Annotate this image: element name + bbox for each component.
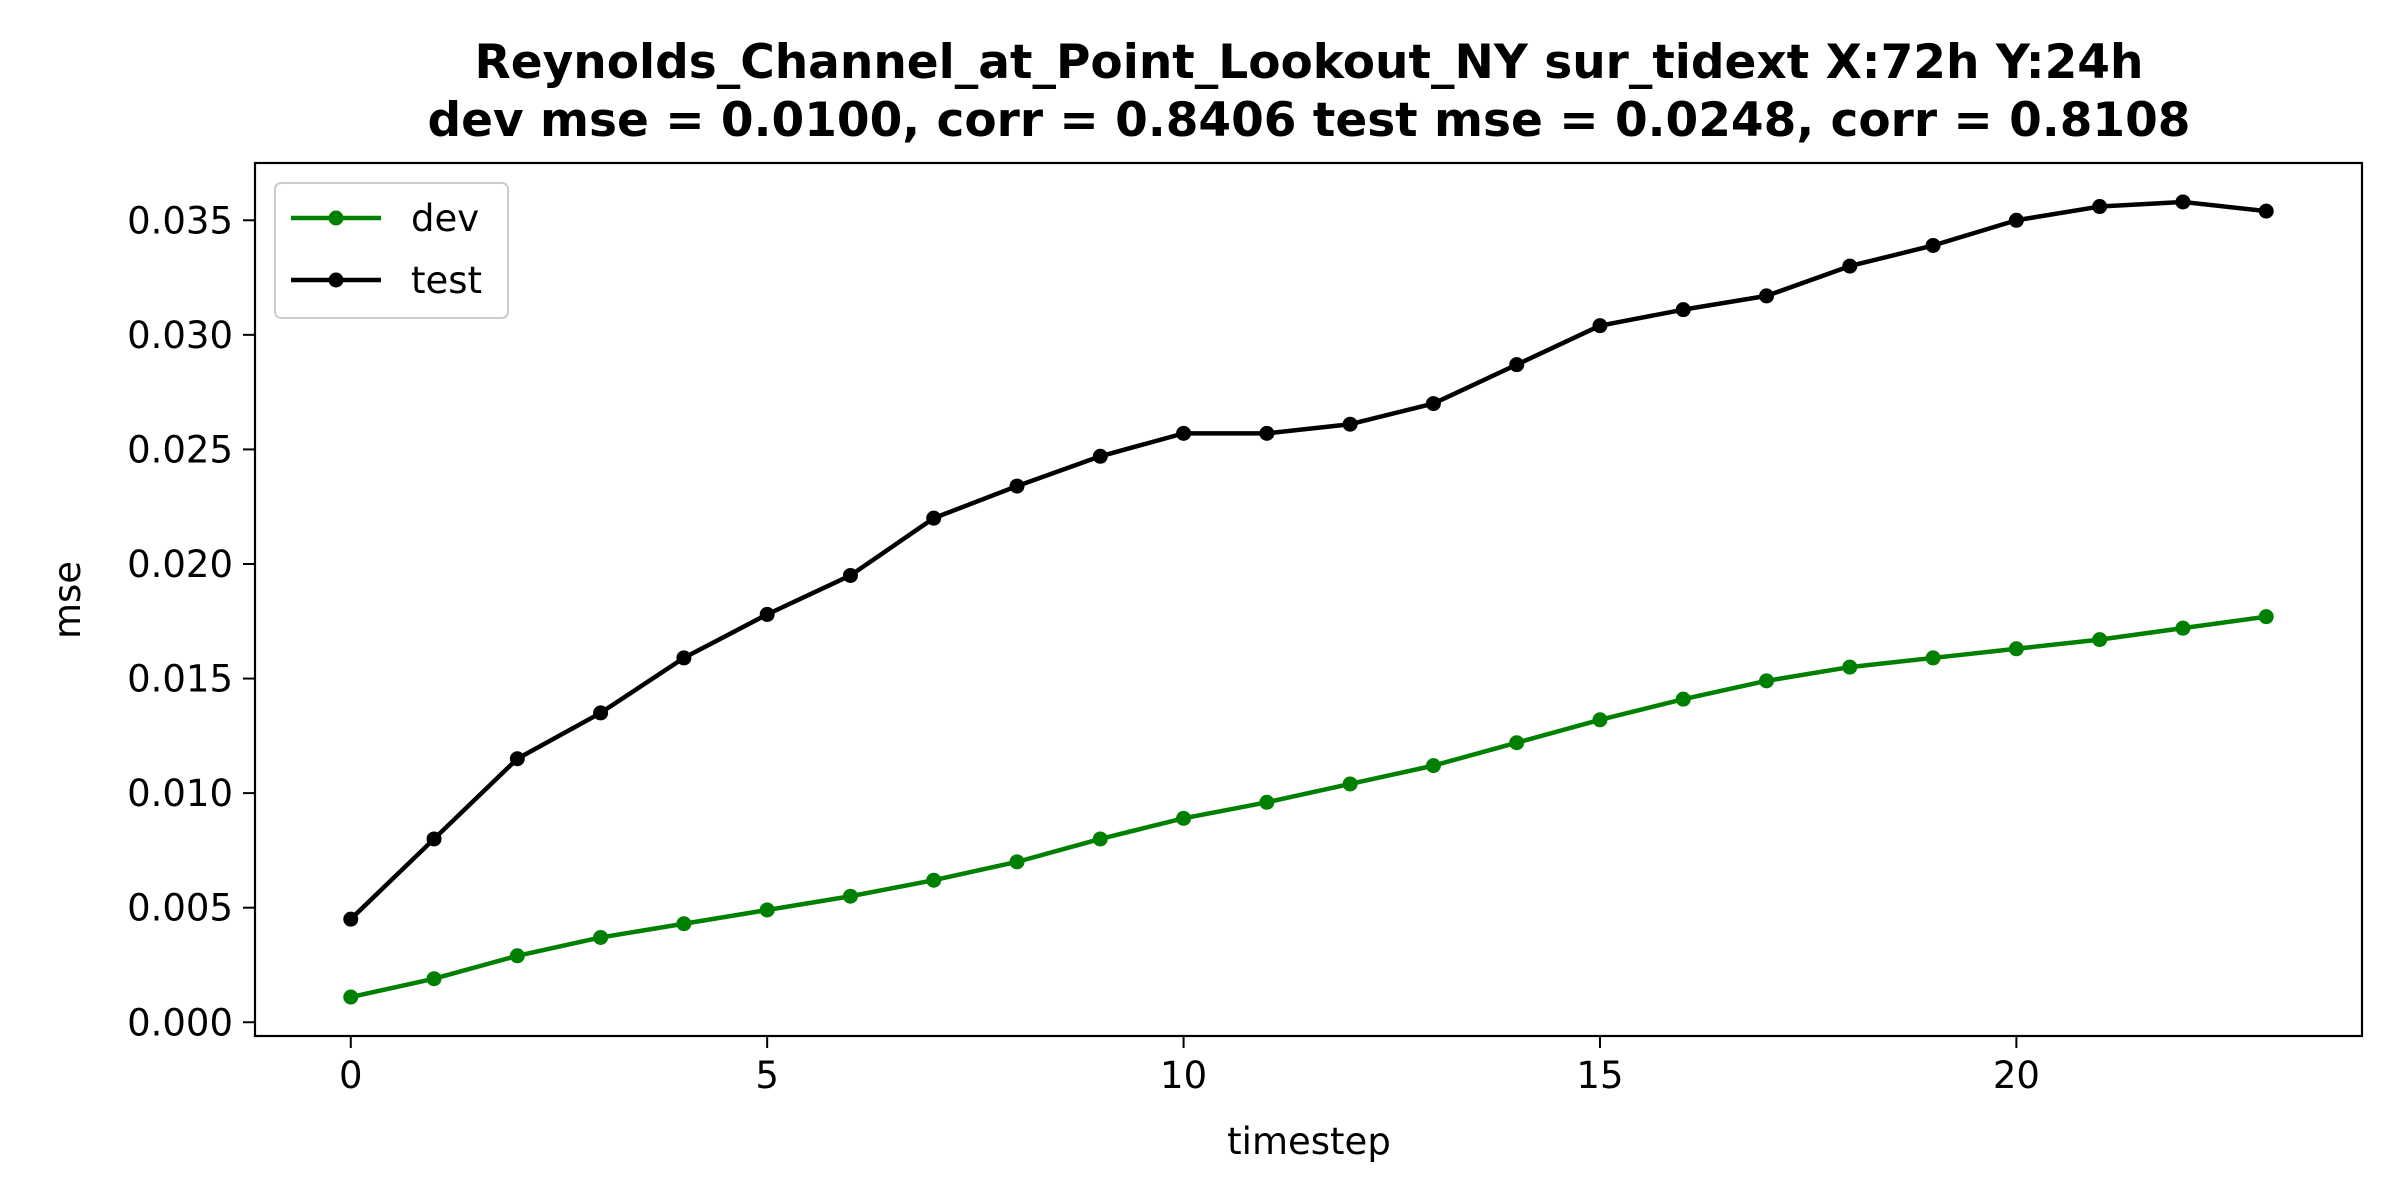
y-axis-label: mse — [46, 561, 89, 639]
data-point-test — [1342, 416, 1358, 432]
data-point-dev — [759, 902, 775, 918]
data-point-dev — [676, 916, 692, 932]
legend-label-test: test — [411, 259, 482, 302]
x-tick-label: 20 — [1993, 1054, 2040, 1097]
data-point-dev — [926, 872, 942, 888]
legend-label-dev: dev — [411, 197, 479, 240]
y-tick-label: 0.005 — [127, 887, 233, 930]
data-point-test — [1092, 448, 1108, 464]
series-line-dev — [350, 614, 2267, 1000]
axes-frame — [253, 161, 2364, 1038]
data-point-dev — [1259, 794, 1275, 810]
data-point-dev — [1342, 776, 1358, 792]
y-tick-label: 0.010 — [127, 772, 233, 815]
data-point-dev — [842, 888, 858, 904]
x-tick-label: 0 — [339, 1054, 363, 1097]
data-point-dev — [2175, 620, 2191, 636]
legend-marker-dev — [328, 210, 344, 226]
data-point-test — [926, 510, 942, 526]
data-point-test — [2008, 212, 2024, 228]
y-tick-label: 0.000 — [127, 1001, 233, 1044]
data-point-dev — [1092, 831, 1108, 847]
x-axis-label: timestep — [1227, 1120, 1391, 1163]
legend-marker-test — [328, 272, 344, 288]
series-dev — [343, 609, 2274, 1005]
data-point-test — [1675, 302, 1691, 318]
data-point-test — [1259, 425, 1275, 441]
legend: dev test — [274, 182, 509, 319]
data-point-test — [2092, 199, 2108, 215]
data-point-test — [1925, 237, 1941, 253]
x-tick-label: 5 — [755, 1054, 779, 1097]
y-tick-label: 0.025 — [127, 428, 233, 471]
x-tick-label: 10 — [1160, 1054, 1207, 1097]
data-point-test — [343, 911, 359, 927]
data-point-test — [1425, 396, 1441, 412]
data-point-dev — [2258, 609, 2274, 625]
data-point-test — [842, 567, 858, 583]
data-point-test — [1009, 478, 1025, 494]
data-point-dev — [1675, 691, 1691, 707]
chart-title-line2: dev mse = 0.0100, corr = 0.8406 test mse… — [427, 93, 2190, 148]
data-point-test — [1176, 425, 1192, 441]
data-point-test — [509, 751, 525, 767]
data-point-dev — [1842, 659, 1858, 675]
y-tick-label: 0.015 — [127, 658, 233, 701]
data-point-test — [1592, 318, 1608, 334]
data-point-test — [1509, 357, 1525, 373]
series-group — [343, 194, 2274, 1005]
data-point-test — [759, 606, 775, 622]
data-point-test — [1842, 258, 1858, 274]
data-point-test — [676, 650, 692, 666]
chart-title-line1: Reynolds_Channel_at_Point_Lookout_NY sur… — [475, 35, 2144, 90]
y-tick-label: 0.035 — [127, 199, 233, 242]
data-point-dev — [593, 929, 609, 945]
series-line-test — [349, 199, 2267, 921]
data-point-dev — [1592, 712, 1608, 728]
data-point-test — [2258, 203, 2274, 219]
data-point-dev — [1009, 854, 1025, 870]
x-tick-label: 15 — [1576, 1054, 1623, 1097]
data-point-dev — [2008, 641, 2024, 657]
data-point-dev — [2092, 632, 2108, 648]
y-tick-label: 0.030 — [127, 314, 233, 357]
data-point-dev — [1759, 673, 1775, 689]
data-point-dev — [1509, 735, 1525, 751]
data-point-test — [2175, 194, 2191, 210]
y-tick-label: 0.020 — [127, 543, 233, 586]
data-point-test — [1759, 288, 1775, 304]
data-point-dev — [426, 971, 442, 987]
data-point-dev — [1425, 758, 1441, 774]
data-point-dev — [1925, 650, 1941, 666]
data-point-test — [593, 705, 609, 721]
data-point-dev — [509, 948, 525, 964]
data-point-test — [426, 831, 442, 847]
data-point-dev — [343, 989, 359, 1005]
series-test — [343, 194, 2274, 927]
data-point-dev — [1176, 810, 1192, 826]
axis-ticks: 0 5 10 15 20 0.000 0.005 0.010 0.015 0.020 0.025 0.… — [127, 199, 2040, 1097]
